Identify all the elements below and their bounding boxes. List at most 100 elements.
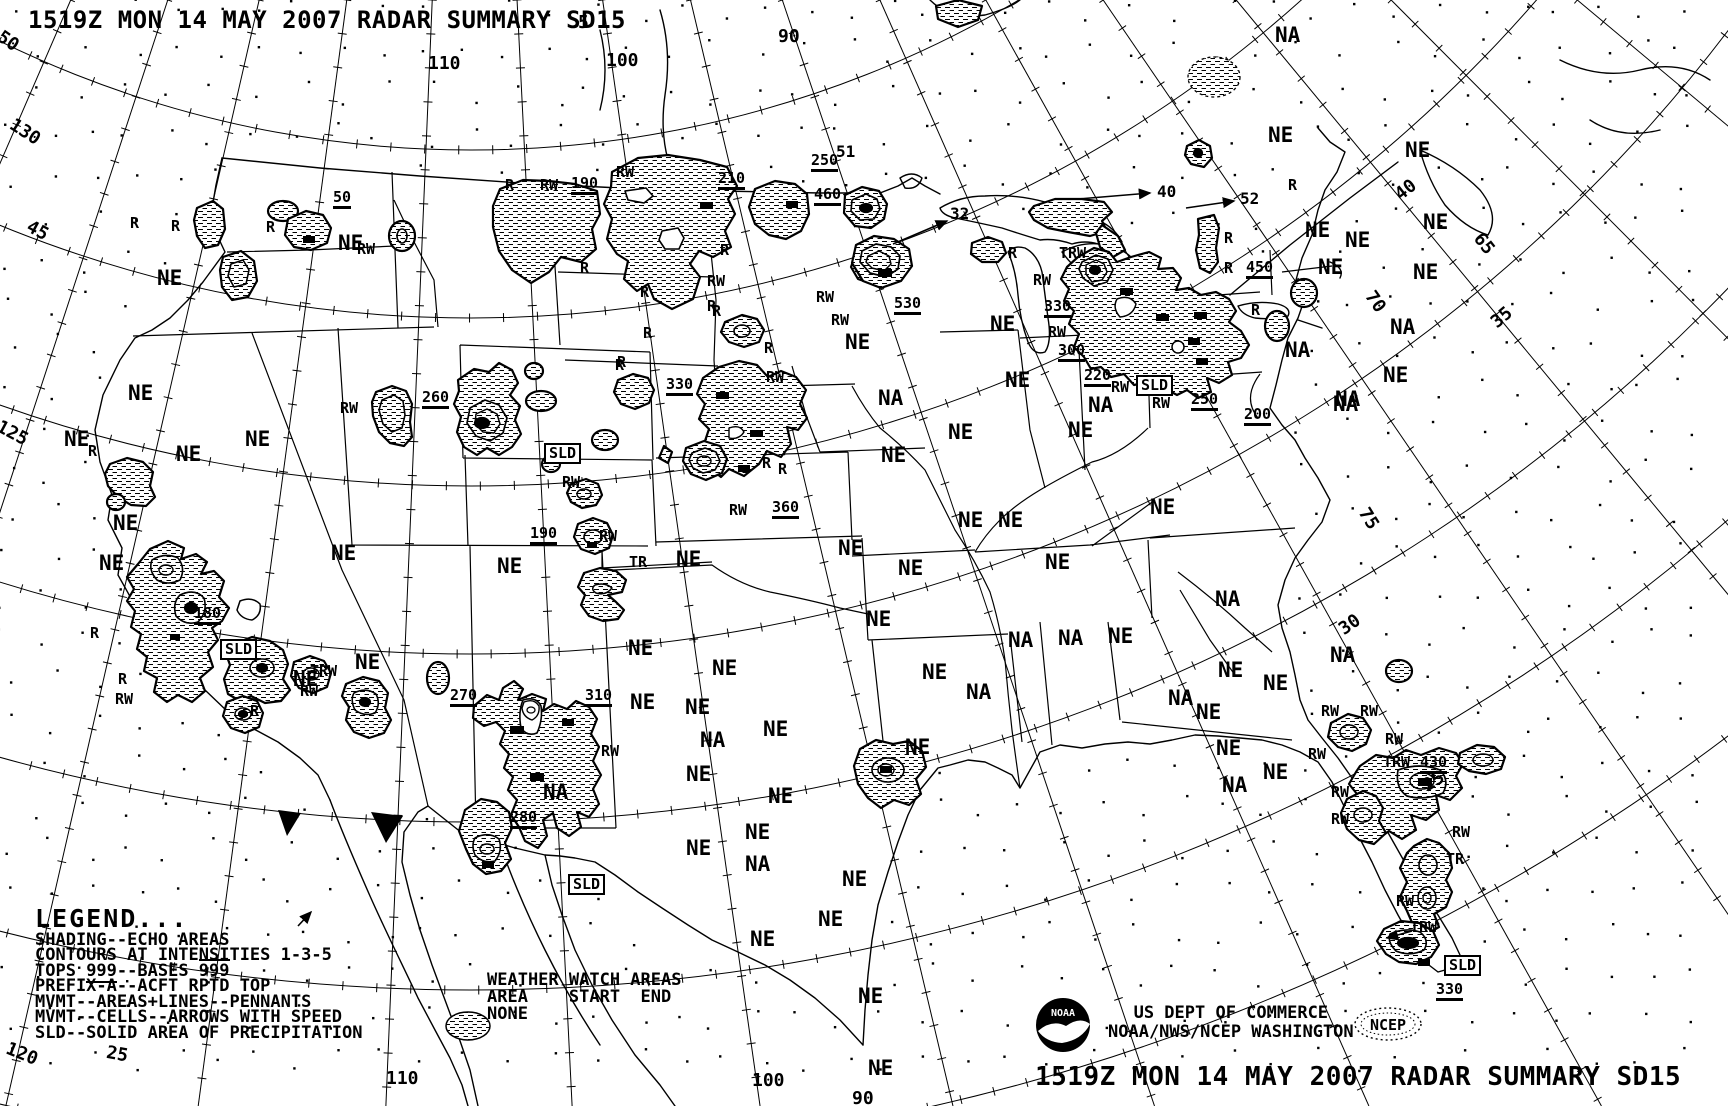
precip-type-label: R	[1288, 176, 1298, 194]
legend-line: PREFIX-A--ACFT RPTD TOP	[35, 976, 271, 997]
echo-status-label: NE	[1150, 495, 1176, 519]
precip-type-label: RW	[115, 690, 134, 708]
precip-type-label: R	[762, 454, 772, 472]
echo-top-label: 330	[666, 377, 694, 396]
echo-status-label: NE	[958, 508, 984, 532]
echo-top-label: 190	[571, 176, 599, 195]
precip-type-label: R	[505, 176, 515, 194]
precip-type-label: RW	[300, 682, 319, 700]
echo-status-label: NE	[845, 330, 871, 354]
echo-status-label: NE	[1268, 123, 1294, 147]
echo-status-label: NE	[818, 907, 844, 931]
echo-status-label: NE	[998, 508, 1024, 532]
cell-speed-label: 52	[1240, 189, 1260, 208]
canada-lakes	[599, 0, 1021, 189]
precip-type-label: R	[1224, 229, 1234, 247]
echo-top-label: 190	[530, 526, 558, 545]
noaa-logo-icon: NOAA	[1036, 998, 1090, 1052]
watch-columns: AREA START END	[487, 987, 672, 1007]
legend-line: SLD--SOLID AREA OF PRECIPITATION	[35, 1023, 363, 1044]
echo-status-label: NA	[1008, 628, 1034, 652]
precip-type-label: RW	[1033, 271, 1052, 289]
echo-status-label: NE	[331, 541, 357, 565]
echo-status-label: NE	[868, 1056, 894, 1080]
echo-status-label: NE	[1005, 368, 1031, 392]
precip-type-label: RW	[357, 240, 376, 258]
precip-type-label: RW	[340, 399, 359, 417]
rio-grande	[427, 805, 864, 1046]
echo-top-label: 300	[1058, 343, 1086, 362]
echo-status-label: NE	[1383, 363, 1409, 387]
precip-type-label: RW	[1048, 323, 1067, 341]
echo-status-label: NA	[1330, 643, 1356, 667]
echo-status-label: NA	[1088, 393, 1114, 417]
echo-status-label: NE	[838, 536, 864, 560]
grid-label: 120	[2, 1038, 41, 1070]
echo-status-label: NE	[922, 660, 948, 684]
legend: LEGEND... SHADING--ECHO AREAS CONTOURS AT…	[35, 905, 363, 1042]
precip-type-label: RW	[616, 163, 635, 181]
echo-top-label: 530	[894, 296, 922, 315]
echo-top-label: 50	[333, 190, 352, 209]
echo-top-label: 450	[1246, 260, 1274, 279]
precip-type-label: R	[720, 241, 730, 259]
grid-label: 40	[1390, 175, 1421, 205]
echo-status-label: NE	[712, 656, 738, 680]
echo-status-label: NA	[1222, 773, 1248, 797]
echo-status-label: NA	[966, 680, 992, 704]
ncep-logo-icon: NCEP	[1354, 1007, 1422, 1041]
echo-cells	[170, 201, 1432, 966]
echo-status-label: NE	[157, 266, 183, 290]
echo-top-label: 220	[1084, 368, 1112, 387]
precip-type-label: RW	[1308, 745, 1327, 763]
precip-type-label: R	[643, 324, 653, 342]
precip-type-label: RW	[1331, 783, 1350, 801]
grid-label: 110	[428, 53, 461, 74]
echo-status-label: NE	[1196, 700, 1222, 724]
cell-speed-label: 40	[1157, 182, 1177, 201]
precip-type-label: R	[1224, 259, 1234, 277]
echo-status-label: NE	[176, 442, 202, 466]
precip-type-label: RW	[1111, 378, 1130, 396]
echo-status-label: NE	[1218, 658, 1244, 682]
echo-status-label: NA	[1058, 626, 1084, 650]
baja-coast	[329, 799, 479, 1106]
precip-type-label: R	[118, 670, 128, 688]
cell-speed-label: 51	[836, 142, 856, 161]
precip-type-label: R	[640, 283, 650, 301]
echo-status-label: NA	[1215, 587, 1241, 611]
sld-badge: SLD	[220, 639, 258, 660]
echo-top-label: 280	[510, 810, 538, 829]
precip-type-label: TRW	[1383, 753, 1411, 771]
grid-label: 5	[578, 12, 589, 33]
echo-status-label: NE	[1216, 736, 1242, 760]
echo-top-label: 330	[1044, 299, 1072, 318]
precip-type-label: RW	[816, 288, 835, 306]
precip-type-label: RW	[1385, 730, 1404, 748]
precip-type-label: R	[266, 218, 276, 236]
echo-status-label: NA	[543, 780, 569, 804]
echo-status-label: NE	[1305, 218, 1331, 242]
precip-type-label: R	[778, 460, 788, 478]
echo-top-label: 270	[450, 688, 478, 707]
echo-status-label: NE	[685, 695, 711, 719]
echo-status-label: NE	[1345, 228, 1371, 252]
grid-label: 65	[1469, 228, 1499, 259]
echo-status-label: NE	[750, 927, 776, 951]
sld-badge: SLD	[544, 443, 582, 464]
precip-type-label: R	[617, 353, 627, 371]
precip-type-label: R	[764, 339, 774, 357]
chart-title-bottom: 1519Z MON 14 MAY 2007 RADAR SUMMARY SD15	[1035, 1062, 1682, 1092]
echo-status-label: NE	[1318, 255, 1344, 279]
precip-type-label: R	[1251, 301, 1261, 319]
precip-type-label: TRW	[310, 662, 338, 680]
precip-type-label: R	[580, 259, 590, 277]
echo-status-label: NE	[676, 547, 702, 571]
grid-label: 50	[0, 26, 23, 57]
precip-type-label: R	[712, 302, 722, 320]
echo-top-label: 460	[814, 187, 842, 206]
echo-status-label: NE	[293, 667, 319, 691]
echo-status-label: NE	[1423, 210, 1449, 234]
legend-lines: PREFIX-A--ACFT RPTD TOP MVMT--AREAS+LINES…	[35, 976, 363, 1044]
